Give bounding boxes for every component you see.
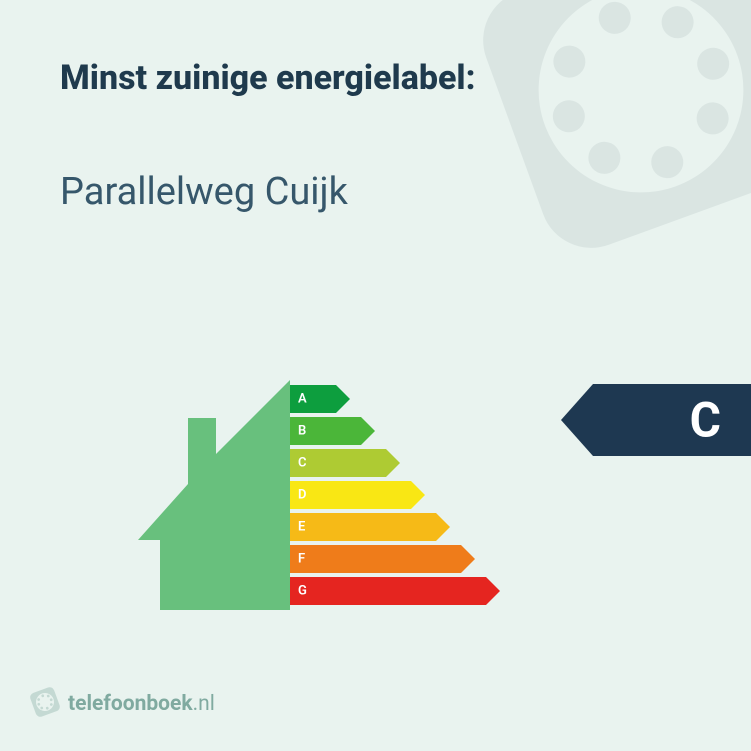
phone-icon: [30, 687, 60, 721]
energy-label-chart: A B C D E F G: [200, 380, 600, 620]
house-icon: [130, 380, 295, 619]
bar-shape: [290, 545, 475, 573]
rating-indicator-letter: C: [690, 392, 721, 449]
bar-letter: C: [298, 456, 307, 471]
bar-shape: [290, 513, 450, 541]
bar-letter: A: [298, 392, 307, 407]
bar-letter: G: [298, 584, 307, 599]
footer-brand-bold: telefoonboek: [68, 692, 193, 716]
bar-shape: [290, 481, 425, 509]
bar-letter: B: [298, 424, 306, 439]
card-title: Minst zuinige energielabel:: [60, 58, 476, 98]
bar-letter: D: [298, 488, 306, 503]
footer-brand-text: telefoonboek.nl: [68, 692, 215, 716]
card-subtitle: Parallelweg Cuijk: [60, 170, 348, 214]
bar-shape: [290, 577, 500, 605]
bar-letter: E: [298, 520, 305, 535]
card-background: [0, 0, 751, 751]
footer-branding: telefoonboek.nl: [30, 687, 215, 721]
bar-letter: F: [298, 552, 305, 567]
footer-brand-light: .nl: [193, 692, 215, 716]
rating-indicator: C: [561, 384, 751, 456]
